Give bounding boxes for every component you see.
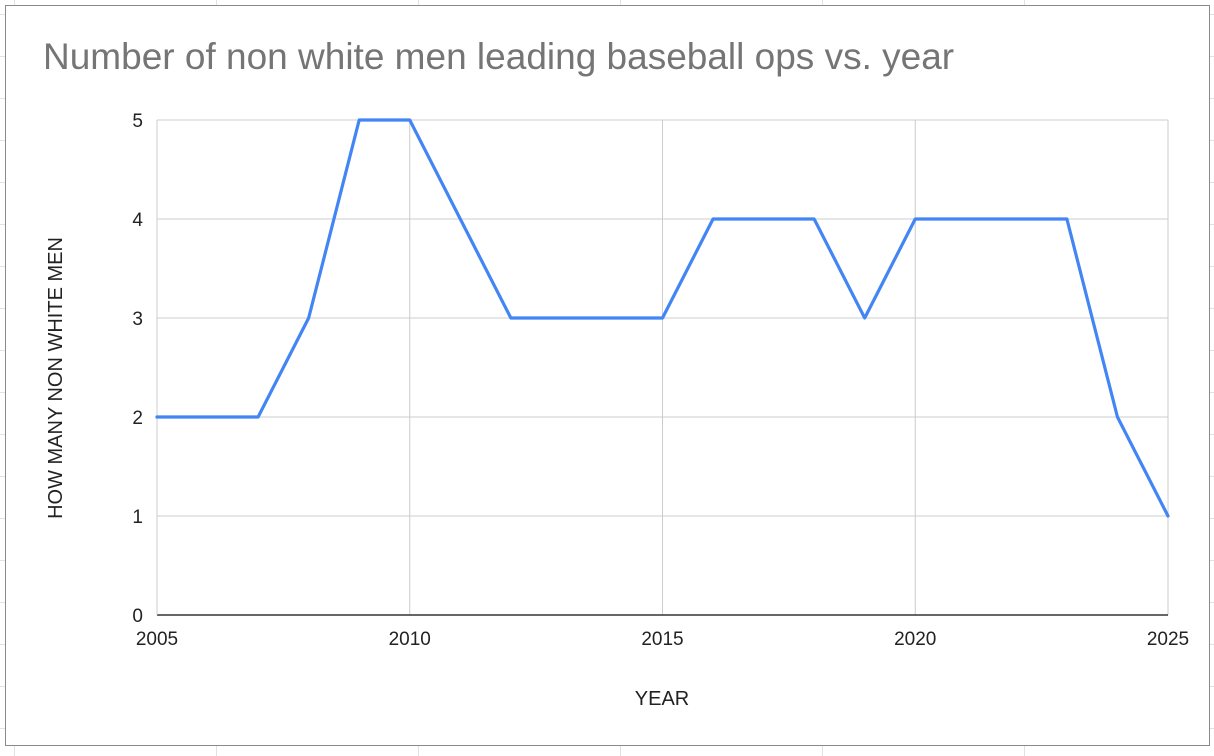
y-tick-label: 2 [132, 408, 143, 429]
series-layer [155, 118, 1170, 518]
x-tick-label: 2010 [389, 629, 431, 650]
chart-card[interactable] [5, 5, 1210, 746]
x-axis-title: YEAR [635, 688, 689, 710]
tick-labels: 0 1 2 3 4 5 2005 2010 2015 2020 2025 [132, 111, 1189, 650]
y-tick-label: 5 [132, 111, 143, 132]
y-tick-label: 0 [132, 606, 143, 627]
y-tick-label: 1 [132, 507, 143, 528]
y-tick-label: 3 [132, 309, 143, 330]
x-tick-label: 2005 [136, 629, 178, 650]
y-axis-title: HOW MANY NON WHITE MEN [45, 237, 67, 519]
axes [156, 120, 1168, 616]
x-tick-label: 2020 [894, 629, 936, 650]
x-tick-label: 2015 [641, 629, 683, 650]
chart-title: Number of non white men leading baseball… [43, 36, 955, 77]
gridlines [157, 119, 1169, 615]
x-tick-label: 2025 [1147, 629, 1189, 650]
y-tick-label: 4 [132, 210, 143, 231]
